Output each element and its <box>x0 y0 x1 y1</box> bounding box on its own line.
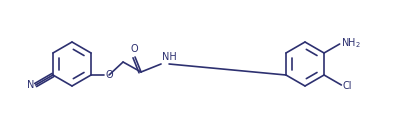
Text: O: O <box>105 70 112 80</box>
Text: O: O <box>130 44 137 54</box>
Text: NH$_2$: NH$_2$ <box>340 36 360 50</box>
Text: Cl: Cl <box>342 81 351 91</box>
Text: NH: NH <box>162 52 176 62</box>
Text: N: N <box>27 80 34 90</box>
